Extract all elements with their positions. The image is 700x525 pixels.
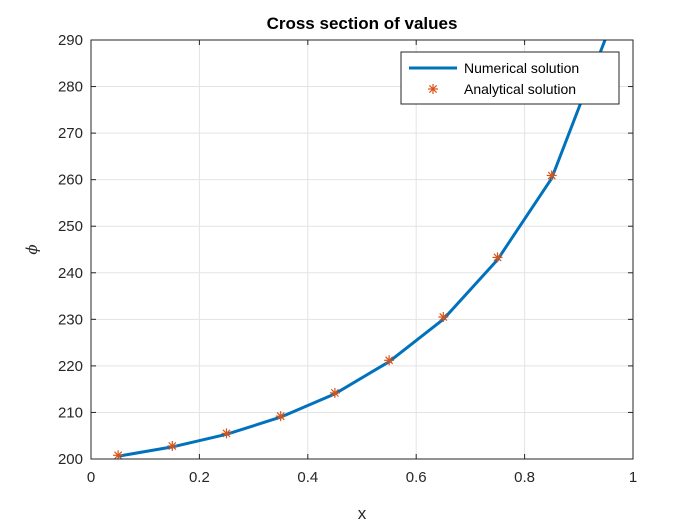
y-tick-label: 290: [58, 32, 83, 49]
x-tick-label: 0.4: [297, 469, 318, 486]
y-tick-label: 240: [58, 265, 83, 282]
x-tick-label: 0.2: [189, 469, 210, 486]
plot-area: [113, 40, 607, 459]
analytical-solution-point: [546, 170, 557, 181]
y-tick-label: 200: [58, 451, 83, 468]
analytical-solution-point: [492, 252, 503, 263]
legend-asterisk-marker: [428, 84, 438, 94]
analytical-solution-point: [221, 428, 232, 439]
x-tick-label: 0.8: [514, 469, 535, 486]
x-tick-label: 0: [87, 469, 95, 486]
x-tick-label: 0.6: [406, 469, 427, 486]
analytical-solution-point: [329, 387, 340, 398]
legend-label: Analytical solution: [464, 81, 576, 97]
y-axis-ticks: 200 210 220 230 240 250 260 270 280 290: [58, 32, 633, 468]
legend-marker-swatch: [428, 84, 438, 94]
analytical-solution-point: [167, 440, 178, 451]
x-axis-label: x: [358, 504, 367, 523]
y-tick-label: 220: [58, 358, 83, 375]
legend: Numerical solution Analytical solution: [400, 51, 620, 105]
y-tick-label: 270: [58, 125, 83, 142]
analytical-solution-point: [275, 411, 286, 422]
numerical-solution-line: [117, 40, 607, 458]
y-tick-label: 210: [58, 404, 83, 421]
y-tick-label: 230: [58, 311, 83, 328]
x-axis-ticks: 0 0.2 0.4 0.6 0.8 1: [87, 40, 637, 486]
y-tick-label: 280: [58, 79, 83, 96]
x-tick-label: 1: [629, 469, 637, 486]
axes-background: [91, 40, 633, 459]
y-tick-label: 250: [58, 218, 83, 235]
analytical-solution-point: [384, 355, 395, 366]
chart-title: Cross section of values: [267, 14, 458, 33]
legend-box: [400, 51, 620, 105]
legend-label: Numerical solution: [464, 60, 579, 76]
axes-box: [90, 39, 634, 460]
y-tick-label: 260: [58, 172, 83, 189]
y-axis-label: ϕ: [23, 244, 41, 254]
analytical-solution-point: [438, 312, 449, 323]
